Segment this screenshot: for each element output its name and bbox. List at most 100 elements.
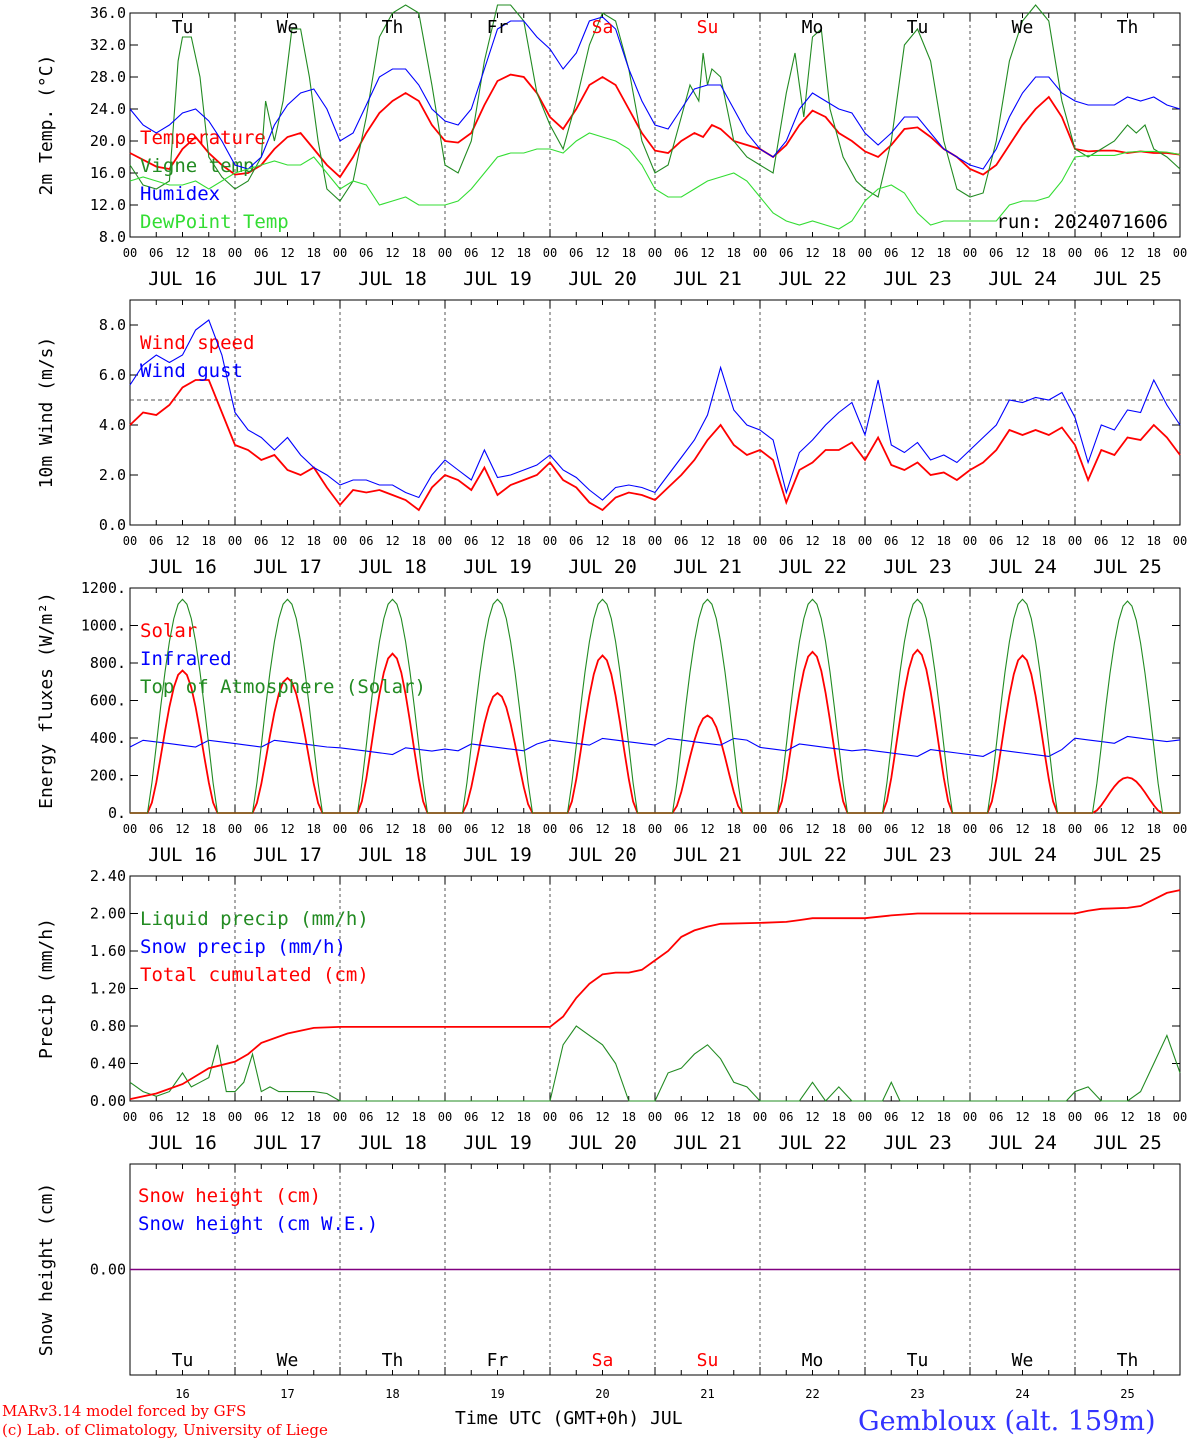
hour-label: 12 xyxy=(700,246,714,260)
y-tick-label: 1.60 xyxy=(90,942,126,960)
date-label: JUL 17 xyxy=(253,1132,322,1154)
legend-entry: Humidex xyxy=(140,183,220,205)
hour-label: 00 xyxy=(333,1110,347,1124)
y-tick-label: 24.0 xyxy=(90,100,126,118)
day-number-label: 18 xyxy=(385,1387,399,1401)
y-tick-label: 400. xyxy=(90,729,126,747)
hour-label: 18 xyxy=(1147,246,1161,260)
hour-label: 06 xyxy=(569,246,583,260)
hour-label: 00 xyxy=(333,246,347,260)
date-label: JUL 20 xyxy=(568,1132,637,1154)
y-tick-label: 0.00 xyxy=(90,1092,126,1110)
date-label: JUL 22 xyxy=(778,556,847,578)
date-label: JUL 18 xyxy=(358,268,427,290)
hour-label: 00 xyxy=(648,246,662,260)
day-of-week-label: Su xyxy=(697,17,719,38)
day-number-label: 16 xyxy=(175,1387,189,1401)
hour-label: 12 xyxy=(910,534,924,548)
hour-label: 06 xyxy=(359,246,373,260)
hour-label: 12 xyxy=(385,534,399,548)
day-of-week-label: Tu xyxy=(172,17,194,38)
hour-label: 00 xyxy=(123,1110,137,1124)
hour-label: 00 xyxy=(648,822,662,836)
y-tick-label: 32.0 xyxy=(90,36,126,54)
hour-label: 06 xyxy=(569,1110,583,1124)
hour-label: 06 xyxy=(464,534,478,548)
hour-label: 00 xyxy=(1068,822,1082,836)
panel-1: 8.0 12.0 16.0 20.0 24.0 28.0 32.0 36.0 2m Temp. … xyxy=(36,4,1187,290)
credit-model: MARv3.14 model forced by GFS xyxy=(2,1402,246,1420)
series-line-liquid-precip-mm-h- xyxy=(129,1025,1181,1102)
hour-label: 12 xyxy=(385,246,399,260)
day-of-week-label: Th xyxy=(382,17,404,38)
day-of-week-label: Th xyxy=(1117,1350,1139,1371)
hour-label: 12 xyxy=(280,534,294,548)
hour-label: 00 xyxy=(1068,246,1082,260)
y-tick-label: 0.40 xyxy=(90,1055,126,1073)
hour-label: 00 xyxy=(228,534,242,548)
hour-label: 12 xyxy=(385,822,399,836)
date-label: JUL 19 xyxy=(463,844,532,866)
y-tick-label: 2.0 xyxy=(99,466,126,484)
legend-entry: Snow precip (mm/h) xyxy=(140,936,346,958)
hour-label: 18 xyxy=(202,1110,216,1124)
hour-label: 12 xyxy=(1015,246,1029,260)
hour-label: 12 xyxy=(1015,1110,1029,1124)
series-line-total-cumulated-cm- xyxy=(129,889,1181,1100)
y-axis-label: 10m Wind (m/s) xyxy=(36,337,57,489)
hour-label: 12 xyxy=(1015,534,1029,548)
hour-label: 12 xyxy=(175,1110,189,1124)
hour-label: 06 xyxy=(149,1110,163,1124)
hour-label: 18 xyxy=(1042,246,1056,260)
hour-label: 12 xyxy=(280,822,294,836)
legend-entry: Total cumulated (cm) xyxy=(140,964,369,986)
hour-label: 06 xyxy=(884,1110,898,1124)
y-tick-label: 36.0 xyxy=(90,4,126,22)
date-label: JUL 25 xyxy=(1093,556,1162,578)
hour-label: 06 xyxy=(149,534,163,548)
date-label: JUL 18 xyxy=(358,556,427,578)
y-tick-label: 12.0 xyxy=(90,196,126,214)
date-label: JUL 23 xyxy=(883,556,952,578)
hour-label: 00 xyxy=(123,822,137,836)
date-label: JUL 19 xyxy=(463,556,532,578)
y-axis-label: Energy fluxes (W/m²) xyxy=(36,592,57,809)
hour-label: 18 xyxy=(307,1110,321,1124)
hour-label: 06 xyxy=(569,534,583,548)
day-of-week-label: Tu xyxy=(907,1350,929,1371)
hour-label: 18 xyxy=(412,246,426,260)
hour-label: 06 xyxy=(149,822,163,836)
hour-label: 00 xyxy=(1173,822,1187,836)
date-label: JUL 21 xyxy=(673,556,742,578)
hour-label: 06 xyxy=(464,822,478,836)
credit-lab: (c) Lab. of Climatology, University of L… xyxy=(2,1421,328,1439)
y-axis-label: Snow height (cm) xyxy=(36,1183,57,1356)
hour-label: 00 xyxy=(963,1110,977,1124)
date-label: JUL 24 xyxy=(988,556,1057,578)
hour-label: 12 xyxy=(490,246,504,260)
hour-label: 18 xyxy=(517,534,531,548)
hour-label: 12 xyxy=(1120,1110,1134,1124)
legend-entry: DewPoint Temp xyxy=(140,211,289,233)
y-tick-label: 4.0 xyxy=(99,416,126,434)
hour-label: 06 xyxy=(989,822,1003,836)
hour-label: 06 xyxy=(464,1110,478,1124)
hour-label: 06 xyxy=(779,246,793,260)
day-of-week-label: Tu xyxy=(907,17,929,38)
hour-label: 12 xyxy=(1015,822,1029,836)
series-line-dewpoint-temp xyxy=(129,132,1181,230)
day-of-week-label: Th xyxy=(382,1350,404,1371)
hour-label: 00 xyxy=(963,246,977,260)
hour-label: 00 xyxy=(228,822,242,836)
date-label: JUL 19 xyxy=(463,1132,532,1154)
hour-label: 12 xyxy=(175,246,189,260)
hour-label: 18 xyxy=(1147,1110,1161,1124)
hour-label: 06 xyxy=(779,1110,793,1124)
footer-axis-label: Time UTC (GMT+0h) JUL xyxy=(455,1408,683,1429)
hour-label: 00 xyxy=(333,534,347,548)
date-label: JUL 16 xyxy=(148,1132,217,1154)
hour-label: 06 xyxy=(149,246,163,260)
hour-label: 06 xyxy=(359,534,373,548)
hour-label: 12 xyxy=(910,246,924,260)
hour-label: 06 xyxy=(989,534,1003,548)
